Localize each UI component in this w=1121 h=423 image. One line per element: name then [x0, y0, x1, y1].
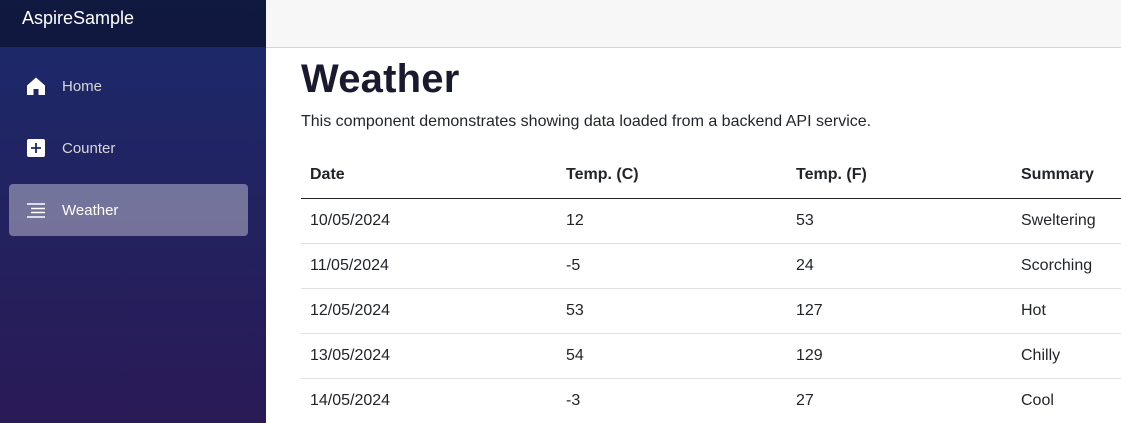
- column-header-date: Date: [301, 153, 557, 199]
- sidebar-item-home[interactable]: Home: [9, 60, 248, 112]
- table-row: 12/05/2024 53 127 Hot: [301, 288, 1121, 334]
- table-row: 14/05/2024 -3 27 Cool: [301, 378, 1121, 423]
- cell-temp-f: 24: [787, 243, 1012, 289]
- column-header-temp-f: Temp. (F): [787, 153, 1012, 199]
- cell-temp-c: -5: [557, 243, 787, 289]
- cell-summary: Scorching: [1012, 243, 1121, 289]
- brand-link[interactable]: AspireSample: [0, 0, 266, 47]
- cell-date: 11/05/2024: [301, 243, 557, 289]
- sidebar-item-weather[interactable]: Weather: [9, 184, 248, 236]
- cell-summary: Chilly: [1012, 333, 1121, 379]
- cell-temp-c: -3: [557, 378, 787, 423]
- nav-menu: Home Counter Weather: [0, 47, 266, 236]
- cell-temp-f: 129: [787, 333, 1012, 379]
- table-row: 11/05/2024 -5 24 Scorching: [301, 243, 1121, 289]
- sidebar: AspireSample Home Counter Weather: [0, 0, 266, 423]
- column-header-summary: Summary: [1012, 153, 1121, 199]
- sidebar-item-counter[interactable]: Counter: [9, 122, 248, 174]
- brand-title: AspireSample: [22, 8, 135, 28]
- cell-temp-c: 53: [557, 288, 787, 334]
- cell-temp-f: 53: [787, 198, 1012, 244]
- weather-table: Date Temp. (C) Temp. (F) Summary 10/05/2…: [301, 153, 1121, 423]
- cell-date: 12/05/2024: [301, 288, 557, 334]
- sidebar-item-label: Home: [62, 77, 103, 95]
- table-row: 10/05/2024 12 53 Sweltering: [301, 198, 1121, 244]
- main-content: Weather This component demonstrates show…: [301, 48, 1121, 423]
- cell-date: 10/05/2024: [301, 198, 557, 244]
- cell-summary: Cool: [1012, 378, 1121, 423]
- cell-summary: Hot: [1012, 288, 1121, 334]
- cell-temp-f: 127: [787, 288, 1012, 334]
- cell-temp-c: 12: [557, 198, 787, 244]
- table-row: 13/05/2024 54 129 Chilly: [301, 333, 1121, 379]
- cell-summary: Sweltering: [1012, 198, 1121, 244]
- list-icon: [26, 200, 46, 220]
- sidebar-item-label: Counter: [62, 139, 116, 157]
- home-icon: [26, 76, 46, 96]
- cell-temp-c: 54: [557, 333, 787, 379]
- column-header-temp-c: Temp. (C): [557, 153, 787, 199]
- page-title: Weather: [301, 57, 460, 101]
- top-row: [266, 0, 1121, 48]
- cell-temp-f: 27: [787, 378, 1012, 423]
- cell-date: 14/05/2024: [301, 378, 557, 423]
- page-description: This component demonstrates showing data…: [301, 113, 872, 130]
- cell-date: 13/05/2024: [301, 333, 557, 379]
- table-header-row: Date Temp. (C) Temp. (F) Summary: [301, 153, 1121, 199]
- sidebar-item-label: Weather: [62, 201, 119, 219]
- plus-square-icon: [26, 138, 46, 158]
